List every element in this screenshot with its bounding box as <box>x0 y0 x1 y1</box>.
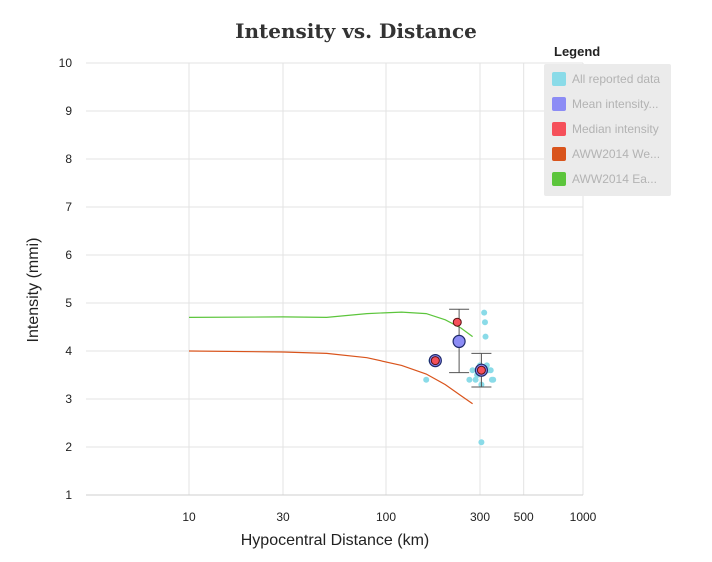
data-point-reported <box>481 309 488 316</box>
y-tick-label: 8 <box>65 152 72 166</box>
data-point-reported <box>478 439 485 446</box>
legend-box <box>544 64 671 196</box>
y-tick-label: 3 <box>65 392 72 406</box>
legend-label: Median intensity <box>572 122 659 136</box>
data-point-reported <box>487 367 494 374</box>
legend-swatch <box>552 97 566 111</box>
legend-label: AWW2014 Ea... <box>572 172 657 186</box>
y-tick-label: 6 <box>65 248 72 262</box>
x-tick-label: 300 <box>470 510 490 524</box>
legend[interactable]: Legend All reported data Mean intensity...… <box>544 44 671 196</box>
data-point-reported <box>481 319 488 326</box>
y-tick-label: 9 <box>65 104 72 118</box>
grid <box>86 62 584 496</box>
axes: 1 2 3 4 5 6 7 8 9 10 10 30 100 300 500 1000 <box>59 56 597 524</box>
x-tick-label: 10 <box>182 510 196 524</box>
legend-title: Legend <box>554 44 600 59</box>
data-point-median[interactable] <box>476 365 486 375</box>
legend-item[interactable]: AWW2014 Ea... <box>552 172 657 186</box>
data-point-median[interactable] <box>452 317 462 327</box>
x-tick-label: 500 <box>514 510 534 524</box>
y-tick-label: 1 <box>65 488 72 502</box>
y-tick-label: 10 <box>59 56 73 70</box>
series-line-aww2014-west <box>188 350 473 405</box>
legend-label: All reported data <box>572 72 660 86</box>
y-axis-label: Intensity (mmi) <box>25 238 42 343</box>
data-point-reported <box>490 376 497 383</box>
data-point-reported <box>482 333 489 340</box>
data-point-mean[interactable] <box>452 334 466 348</box>
y-tick-label: 4 <box>65 344 72 358</box>
series-line-aww2014-east <box>188 311 473 338</box>
y-tick-label: 2 <box>65 440 72 454</box>
legend-swatch <box>552 122 566 136</box>
x-tick-label: 100 <box>376 510 396 524</box>
legend-item[interactable]: Median intensity <box>552 122 659 136</box>
data-point-median[interactable] <box>430 356 440 366</box>
x-tick-label: 1000 <box>570 510 597 524</box>
chart-title: Intensity vs. Distance <box>235 19 477 43</box>
x-tick-label: 30 <box>276 510 290 524</box>
data-point-reported <box>423 376 430 383</box>
legend-item[interactable]: All reported data <box>552 72 660 86</box>
x-axis-label: Hypocentral Distance (km) <box>241 532 430 549</box>
legend-label: Mean intensity... <box>572 97 658 111</box>
data-point-reported <box>472 376 479 383</box>
data-point-reported <box>469 367 476 374</box>
series-points <box>423 308 497 446</box>
legend-label: AWW2014 We... <box>572 147 660 161</box>
legend-swatch <box>552 72 566 86</box>
y-tick-label: 7 <box>65 200 72 214</box>
y-tick-label: 5 <box>65 296 72 310</box>
legend-swatch <box>552 172 566 186</box>
legend-item[interactable]: Mean intensity... <box>552 97 658 111</box>
legend-swatch <box>552 147 566 161</box>
data-point-reported <box>466 376 473 383</box>
legend-item[interactable]: AWW2014 We... <box>552 147 660 161</box>
